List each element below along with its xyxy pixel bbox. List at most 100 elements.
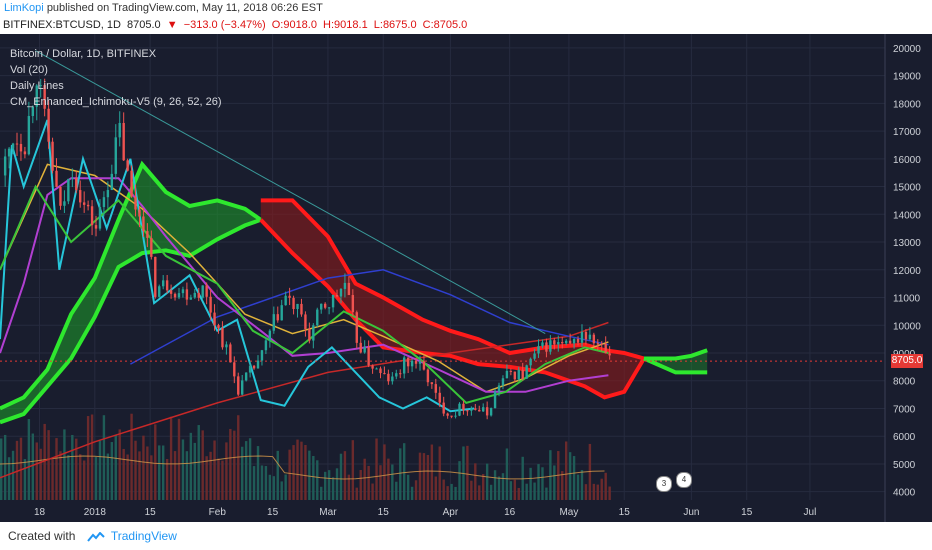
candle-body [272, 314, 276, 331]
candle-body [185, 289, 189, 300]
candle-body [485, 407, 489, 416]
candle-body [94, 225, 98, 229]
candle-body [102, 197, 106, 208]
candle-body [545, 342, 548, 352]
candle-body [430, 382, 434, 385]
volume-bar [399, 448, 402, 500]
candle-body [248, 365, 252, 373]
bull-cloud [0, 164, 261, 423]
volume-bar [241, 446, 244, 500]
created-with-label: Created with [8, 529, 76, 543]
event-flag-icon[interactable]: 3 [656, 476, 672, 492]
price-chart: 20000 19000 18000 17000 16000 15000 14000 13000… [0, 34, 932, 522]
volume-bar [102, 415, 106, 500]
candle-body [391, 376, 394, 382]
volume-bar [458, 461, 461, 500]
candle-body [217, 325, 220, 329]
y-tick-label: 4000 [893, 488, 916, 499]
candle-body [347, 282, 351, 296]
candle-body [399, 373, 402, 375]
volume-bar [161, 445, 165, 500]
candle-body [296, 303, 299, 309]
span-b-line [259, 218, 646, 400]
volume-bar [276, 450, 279, 500]
volume-bar [221, 460, 224, 500]
volume-bar [363, 458, 366, 500]
volume-bar [395, 481, 398, 500]
volume-bar [252, 466, 256, 500]
y-tick-label: 11000 [893, 294, 921, 305]
candle-body [312, 325, 315, 341]
volume-bar [244, 441, 248, 500]
trend-line [35, 50, 546, 335]
volume-bar [482, 474, 485, 500]
volume-bar [189, 432, 193, 500]
candle-body [118, 122, 121, 138]
volume-bar [379, 465, 382, 500]
candle-body [126, 160, 129, 171]
candle-body [533, 353, 536, 359]
volume-bar [402, 443, 406, 500]
volume-bar [55, 438, 58, 500]
volume-bar [608, 486, 611, 500]
candle-body [3, 156, 7, 176]
volume-bar [248, 438, 252, 500]
x-tick-label: 15 [267, 507, 279, 518]
y-tick-label: 7000 [893, 404, 916, 415]
event-flag-icon[interactable]: 4 [676, 472, 692, 488]
volume-bar [3, 434, 7, 500]
volume-bar [312, 455, 315, 500]
candle-body [564, 340, 568, 344]
volume-bar [489, 484, 493, 500]
candle-body [63, 201, 66, 206]
volume-bar [426, 454, 430, 500]
candle-body [501, 378, 505, 386]
x-tick-label: 15 [378, 507, 390, 518]
volume-bar [284, 474, 287, 500]
volume-bar [39, 448, 42, 500]
candle-body [604, 344, 607, 354]
candle-body [181, 289, 185, 294]
candle-body [256, 360, 260, 369]
candle-body [134, 196, 137, 210]
brand-link[interactable]: TradingView [110, 529, 177, 543]
volume-bar [485, 463, 489, 500]
candle-body [98, 207, 102, 229]
candle-body [454, 415, 457, 417]
volume-bar [316, 460, 319, 500]
y-tick-label: 5000 [893, 460, 916, 471]
candle-body [122, 122, 125, 161]
volume-bar [434, 476, 437, 500]
chart-area[interactable]: 20000 19000 18000 17000 16000 15000 14000 13000… [0, 34, 932, 522]
volume-bar [600, 478, 603, 500]
conversion-line [0, 119, 475, 413]
candle-body [11, 143, 15, 149]
volume-bar [181, 439, 185, 500]
candle-body [47, 108, 50, 142]
x-axis: 18 2018 15 Feb 15 Mar 15 Apr 16 May 15 Jun 15 Jul [34, 507, 816, 518]
span-b-line [0, 217, 262, 425]
candle-body [584, 331, 588, 340]
volume-bar [604, 472, 607, 500]
volume-bar [229, 428, 232, 500]
y-tick-label: 17000 [893, 127, 921, 138]
candle-body [549, 340, 552, 352]
symbol-bar: BITFINEX:BTCUSD, 1D 8705.0 ▼ −313.0 (−3.… [0, 17, 932, 33]
volume-bar [596, 484, 599, 500]
candle-body [268, 330, 272, 341]
candle-body [79, 190, 82, 203]
volume-bar [225, 442, 228, 500]
volume-bar [537, 464, 540, 500]
candle-body [150, 237, 153, 257]
candle-body [525, 365, 528, 379]
candle-body [442, 402, 445, 414]
candle-body [39, 85, 42, 87]
candle-body [146, 231, 149, 238]
footer: Created with TradingView [0, 522, 932, 550]
candle-body [158, 286, 161, 297]
volume-bar [142, 435, 145, 500]
candle-body [27, 116, 31, 155]
span-a-line [260, 198, 645, 361]
candle-body [470, 408, 473, 411]
author-link[interactable]: LimKopi [4, 2, 44, 14]
